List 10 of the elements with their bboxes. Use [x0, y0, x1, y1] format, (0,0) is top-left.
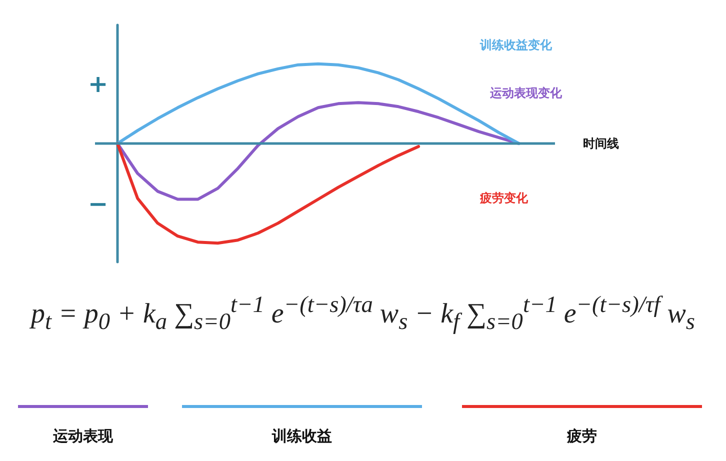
- text: 训练收益变化: [480, 37, 552, 54]
- annotation: −: [88, 190, 108, 218]
- text: 运动表现变化: [490, 85, 562, 102]
- x-axis-title: 时间线: [583, 136, 619, 150]
- text: 运动表现: [52, 427, 114, 446]
- text: p$_{t}$ = p$_{0}$ + k$_{a}$ ∑$_{s=0}$$^{t−1}$ e$^{−(t−s)/τa}$ w$_{s}$ − k$_{f}$ ∑$_{s=0}$$^{t−1}$ e$^{−(t−s)/τf}$ w$_{s}$: [31, 292, 695, 335]
- text: 疲劳变化: [480, 190, 528, 207]
- text: 训练收益: [270, 427, 333, 446]
- annotation: +: [88, 70, 108, 98]
- text: 疲劳: [566, 427, 598, 446]
